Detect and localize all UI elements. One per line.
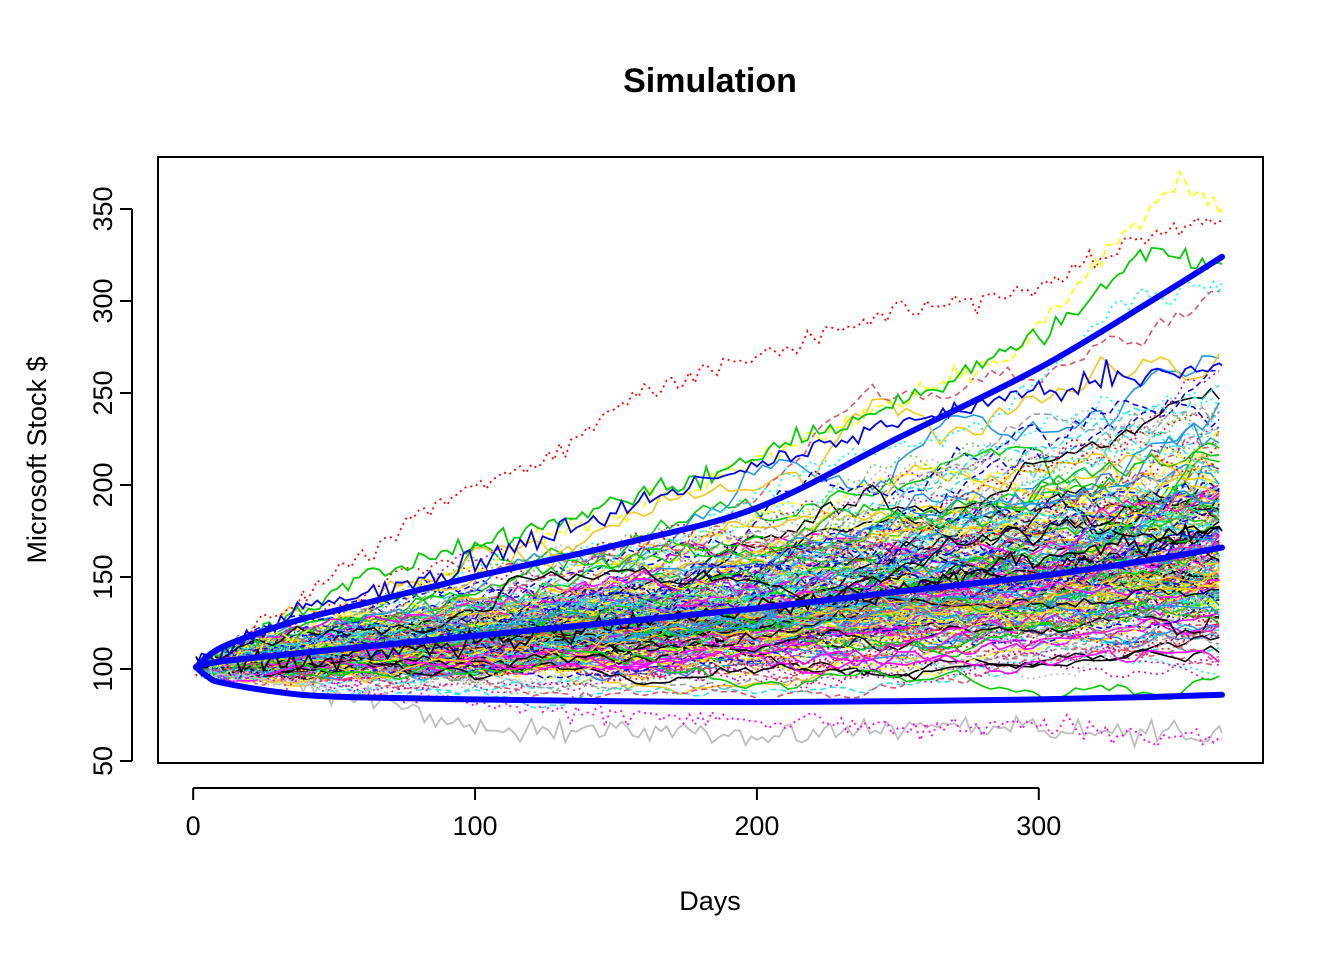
- simulated-path: [195, 495, 1220, 669]
- simulated-path: [195, 580, 1220, 680]
- x-tick-label: 300: [1016, 811, 1061, 841]
- simulated-path: [195, 608, 1220, 694]
- simulated-path: [195, 492, 1220, 668]
- simulated-path: [195, 514, 1220, 668]
- simulated-path: [195, 539, 1220, 669]
- simulated-path: [195, 568, 1220, 673]
- simulated-path: [195, 595, 1220, 680]
- lower-band-line: [193, 664, 1225, 706]
- highlight-path: [195, 359, 1223, 667]
- simulated-path: [195, 430, 1220, 668]
- simulated-path: [195, 547, 1220, 675]
- simulated-path: [195, 569, 1220, 668]
- simulated-path: [195, 590, 1220, 669]
- simulated-path: [195, 460, 1220, 669]
- simulated-path: [195, 452, 1220, 674]
- highlight-path: [195, 246, 1223, 678]
- upper-band-line: [193, 253, 1225, 671]
- simulated-paths: [195, 169, 1223, 750]
- simulated-path: [195, 575, 1220, 677]
- y-tick-label: 300: [88, 278, 118, 323]
- simulated-path: [195, 599, 1220, 673]
- x-tick-label: 100: [453, 811, 498, 841]
- x-axis-label: Days: [679, 886, 741, 916]
- highlight-path: [195, 216, 1223, 677]
- simulated-path: [195, 590, 1220, 673]
- simulated-path: [195, 567, 1220, 668]
- simulated-path: [195, 518, 1220, 668]
- simulated-path: [195, 532, 1220, 676]
- chart-title: Simulation: [623, 62, 797, 100]
- simulated-path: [195, 485, 1220, 668]
- y-axis: 50 100 150 200 250 300 350: [88, 186, 133, 776]
- simulated-path: [195, 585, 1220, 676]
- simulated-path: [195, 511, 1220, 670]
- y-tick-label: 350: [88, 186, 118, 231]
- y-tick-label: 250: [88, 370, 118, 415]
- simulated-path: [195, 604, 1220, 677]
- simulated-path: [195, 411, 1220, 669]
- simulated-path: [195, 640, 1220, 709]
- simulated-path: [195, 508, 1220, 668]
- x-tick-label: 200: [734, 811, 779, 841]
- simulated-path: [195, 524, 1220, 679]
- simulated-path: [195, 406, 1220, 668]
- simulated-path: [195, 538, 1220, 675]
- y-tick-label: 50: [88, 746, 118, 776]
- y-axis-label: Microsoft Stock $: [22, 356, 52, 563]
- simulated-path: [195, 589, 1220, 673]
- y-tick-label: 100: [88, 646, 118, 691]
- simulated-path: [195, 506, 1220, 685]
- simulated-path: [195, 593, 1220, 676]
- simulated-path: [195, 594, 1220, 692]
- simulated-path: [195, 637, 1220, 686]
- simulated-path: [196, 574, 1220, 683]
- simulated-path: [195, 436, 1220, 668]
- simulated-path: [195, 629, 1220, 688]
- y-tick-label: 200: [88, 462, 118, 507]
- simulated-path: [195, 489, 1220, 669]
- median-line: [193, 544, 1225, 671]
- simulated-path: [195, 397, 1220, 668]
- confidence-band-lines: [193, 253, 1225, 706]
- simulated-path: [195, 370, 1220, 668]
- highlight-path: [195, 658, 1223, 750]
- plot-frame: [157, 156, 1264, 764]
- x-tick-label: 0: [186, 811, 201, 841]
- simulated-path: [195, 526, 1220, 670]
- highlight-path: [195, 661, 1223, 748]
- simulated-path: [195, 533, 1220, 671]
- x-axis: 0 100 200 300: [186, 787, 1061, 841]
- simulated-path: [195, 490, 1220, 668]
- y-tick-label: 150: [88, 554, 118, 599]
